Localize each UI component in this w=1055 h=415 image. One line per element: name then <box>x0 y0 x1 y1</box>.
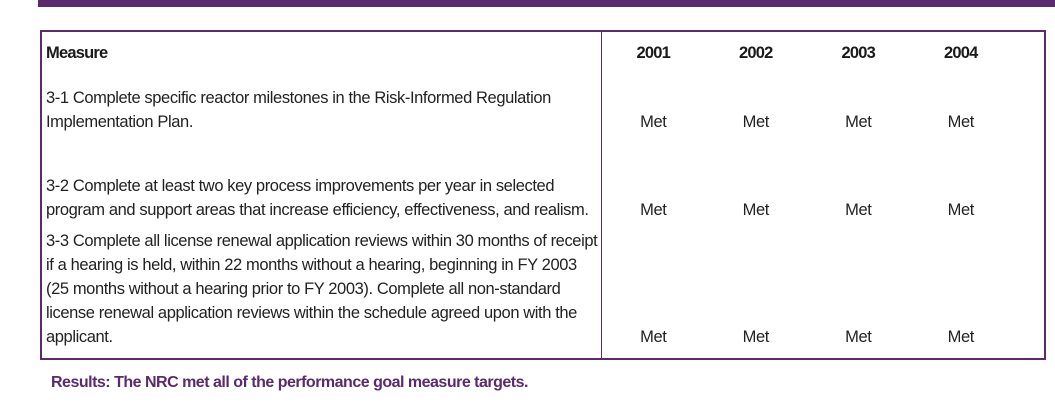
table-row: 3-3 Complete all license renewal applica… <box>42 222 1012 349</box>
measure-status: Met <box>947 201 975 219</box>
table-header-row: Measure 2001 2002 2003 2004 <box>42 38 1012 68</box>
measure-status: Met <box>947 328 975 346</box>
year-column-header: 2003 <box>841 44 875 62</box>
measure-description: 3-2 Complete at least two key process im… <box>46 177 589 219</box>
measure-status: Met <box>640 328 667 346</box>
table-frame <box>40 30 1046 360</box>
measure-status: Met <box>845 328 872 346</box>
results-statement: Results: The NRC met all of the performa… <box>51 374 528 391</box>
year-column-header: 2001 <box>636 44 670 62</box>
measure-status: Met <box>845 201 872 219</box>
year-column-header: 2004 <box>943 44 978 62</box>
measure-description: 3-1 Complete specific reactor milestones… <box>46 89 551 131</box>
table-row: 3-1 Complete specific reactor milestones… <box>42 68 1012 134</box>
measure-status: Met <box>742 201 770 219</box>
measure-status: Met <box>742 328 770 346</box>
measure-status: Met <box>947 113 975 131</box>
table-row: 3-2 Complete at least two key process im… <box>42 134 1012 222</box>
measure-status: Met <box>640 201 667 219</box>
measure-status: Met <box>845 113 872 131</box>
measure-column-header: Measure <box>46 44 108 62</box>
column-divider <box>601 30 602 360</box>
year-column-header: 2002 <box>738 44 773 62</box>
measure-status: Met <box>742 113 770 131</box>
measure-description: 3-3 Complete all license renewal applica… <box>46 232 598 346</box>
top-rule <box>38 0 1055 7</box>
measure-status: Met <box>640 113 667 131</box>
performance-measures-table: Measure 2001 2002 2003 2004 3-1 Complete… <box>42 38 1012 349</box>
